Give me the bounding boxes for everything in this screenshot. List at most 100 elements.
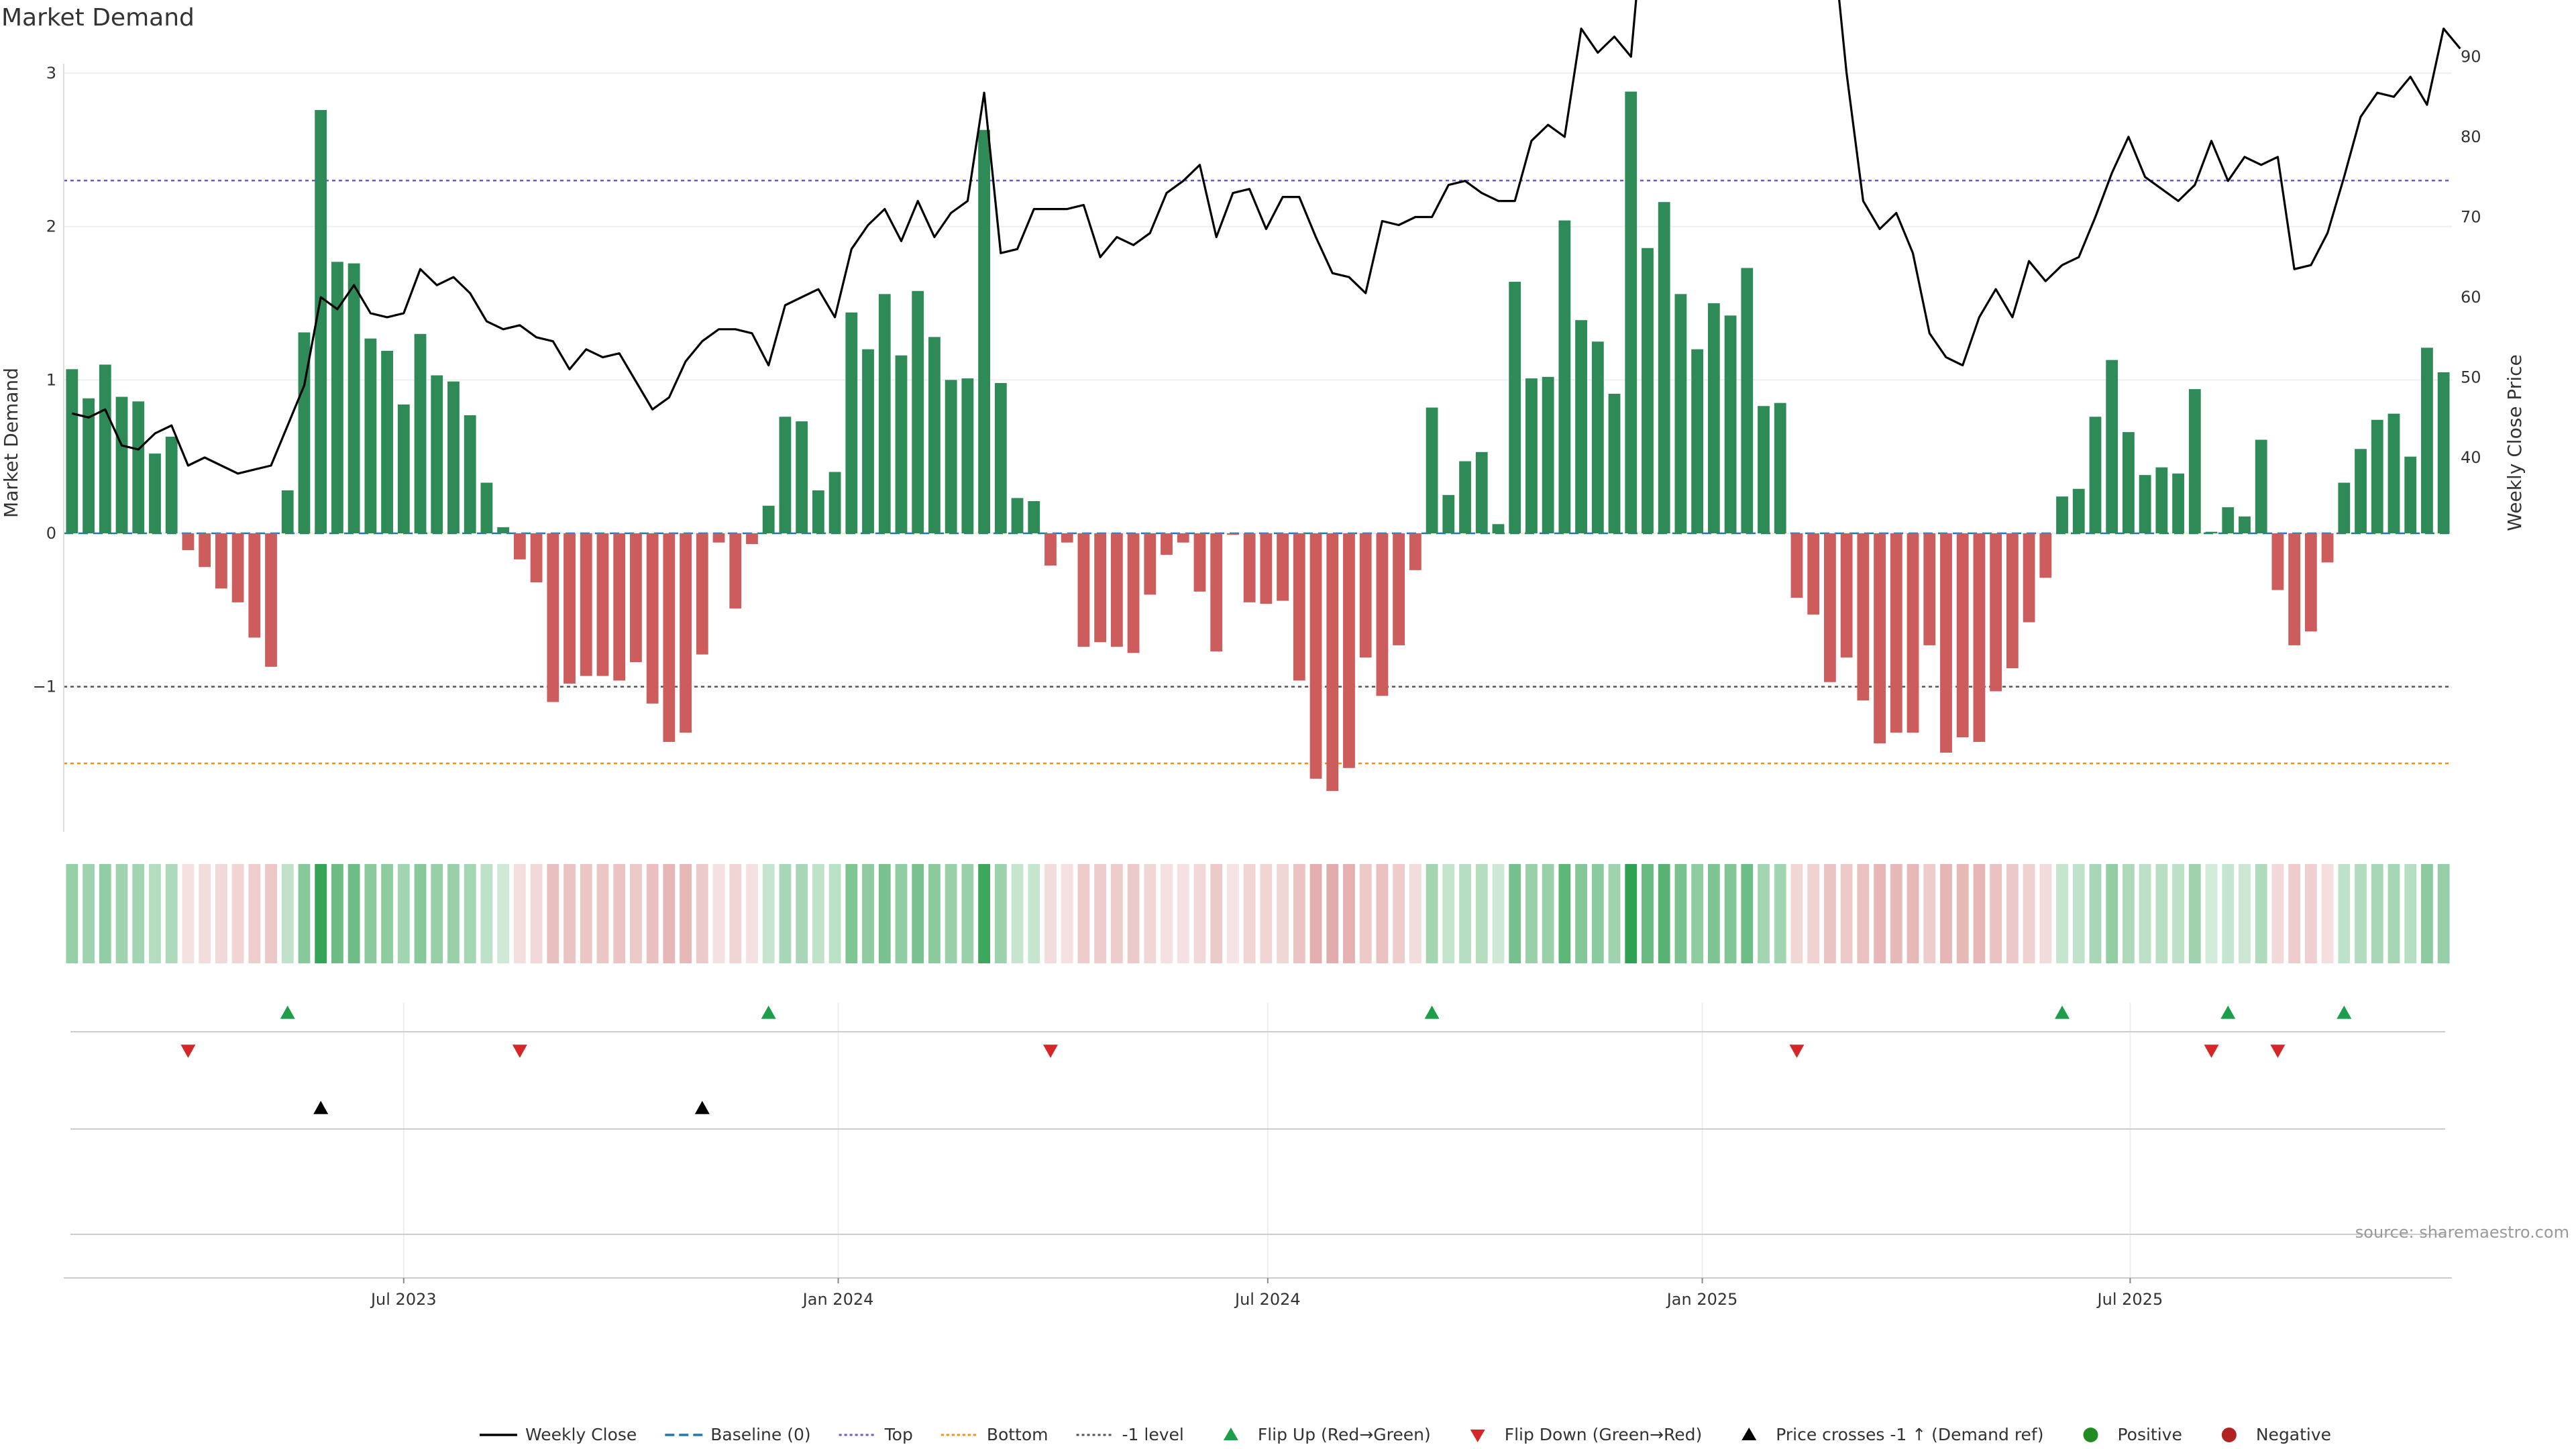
demand-bar (1277, 533, 1289, 601)
heat-cell (862, 864, 874, 963)
demand-bar (2355, 449, 2367, 533)
heat-cell (2304, 864, 2317, 963)
heat-cell (1309, 864, 1322, 963)
heat-cell (729, 864, 742, 963)
heat-cell (2205, 864, 2218, 963)
demand-bar (1658, 202, 1670, 533)
demand-bar (1193, 533, 1206, 592)
demand-bar (1907, 533, 1919, 733)
heat-cell (115, 864, 128, 963)
heat-cell (281, 864, 294, 963)
demand-bar (580, 533, 592, 676)
heat-cell (2338, 864, 2351, 963)
heat-cell (1542, 864, 1554, 963)
heat-cell (663, 864, 676, 963)
demand-bar (1575, 320, 1587, 533)
demand-bar (680, 533, 692, 733)
heat-cell (381, 864, 393, 963)
heat-cell (1956, 864, 1969, 963)
demand-bar (2006, 533, 2019, 669)
demand-bar (1940, 533, 1952, 753)
demand-bar (1509, 282, 1521, 533)
heat-cell (1028, 864, 1040, 963)
heat-cell (132, 864, 145, 963)
heat-cell (1442, 864, 1455, 963)
heat-cell (828, 864, 841, 963)
heat-cell (1277, 864, 1289, 963)
heat-strip (66, 864, 2450, 963)
demand-bar (2304, 533, 2317, 632)
heat-cell (414, 864, 427, 963)
heat-cell (1044, 864, 1057, 963)
heat-cell (845, 864, 858, 963)
heat-cell (1161, 864, 1173, 963)
demand-bar (182, 533, 195, 551)
heat-cell (1243, 864, 1256, 963)
demand-bar (2222, 507, 2235, 533)
demand-bar (331, 262, 343, 533)
demand-bar (83, 398, 95, 533)
demand-bar (265, 533, 277, 667)
demand-bar (2023, 533, 2035, 623)
demand-bar (315, 109, 327, 533)
demand-bar (1144, 533, 1157, 595)
demand-bar (1542, 376, 1554, 533)
demand-bar (895, 355, 908, 533)
demand-bar (596, 533, 609, 676)
heat-cell (2188, 864, 2201, 963)
flip-up-marker (1424, 1006, 1440, 1019)
demand-bar (199, 533, 211, 568)
flip-up-marker (2220, 1006, 2236, 1019)
x-tick-label: Jul 2024 (1234, 1290, 1301, 1309)
heat-cell (1326, 864, 1339, 963)
y-tick-label: 0 (46, 524, 56, 543)
demand-bar (646, 533, 659, 704)
demand-bar (1475, 451, 1488, 533)
y-tick-label: 2 (46, 217, 56, 236)
demand-bar (978, 129, 990, 534)
legend-item: Weekly Close (480, 1425, 637, 1444)
heat-cell (1724, 864, 1737, 963)
demand-bar (1890, 533, 1902, 733)
demand-bar (1243, 533, 1256, 602)
demand-bar (1376, 533, 1389, 696)
heat-cell (547, 864, 559, 963)
heat-cell (2123, 864, 2135, 963)
source-note: source: sharemaestro.com (2355, 1223, 2569, 1242)
y2-axis-label: Weekly Close Price (2504, 354, 2526, 531)
demand-bar (1642, 248, 1654, 533)
demand-bar (115, 396, 128, 533)
heat-cell (796, 864, 808, 963)
legend: Weekly Close Baseline (0) Top Bottom -1 leve… (480, 1425, 2331, 1444)
demand-bar (149, 453, 161, 533)
flip-up-marker (280, 1006, 295, 1019)
flip-down-marker (1789, 1044, 1805, 1058)
demand-bar (2056, 496, 2068, 533)
demand-bar (1707, 303, 1720, 533)
demand-bar (2039, 533, 2052, 578)
demand-bar (1591, 341, 1604, 533)
demand-bar (994, 382, 1007, 533)
demand-bar (1874, 533, 1886, 744)
demand-bar (480, 482, 493, 533)
demand-bar (381, 350, 393, 533)
demand-bar (961, 378, 974, 533)
heat-cell (1840, 864, 1853, 963)
heat-cell (1741, 864, 1754, 963)
heat-cell (2139, 864, 2151, 963)
heat-cell (1409, 864, 1421, 963)
demand-bar (912, 290, 924, 533)
legend-swatch (2221, 1428, 2237, 1442)
demand-bar (397, 404, 410, 533)
legend-label: Negative (2256, 1425, 2331, 1444)
heat-cell (83, 864, 95, 963)
heat-cell (1343, 864, 1355, 963)
demand-bar (812, 490, 824, 533)
heat-cell (2421, 864, 2433, 963)
demand-bar (1525, 378, 1538, 533)
demand-bar (1393, 533, 1405, 645)
demand-bar (1359, 533, 1372, 658)
heat-cell (1393, 864, 1405, 963)
heat-cell (431, 864, 443, 963)
demand-bar (630, 533, 642, 663)
